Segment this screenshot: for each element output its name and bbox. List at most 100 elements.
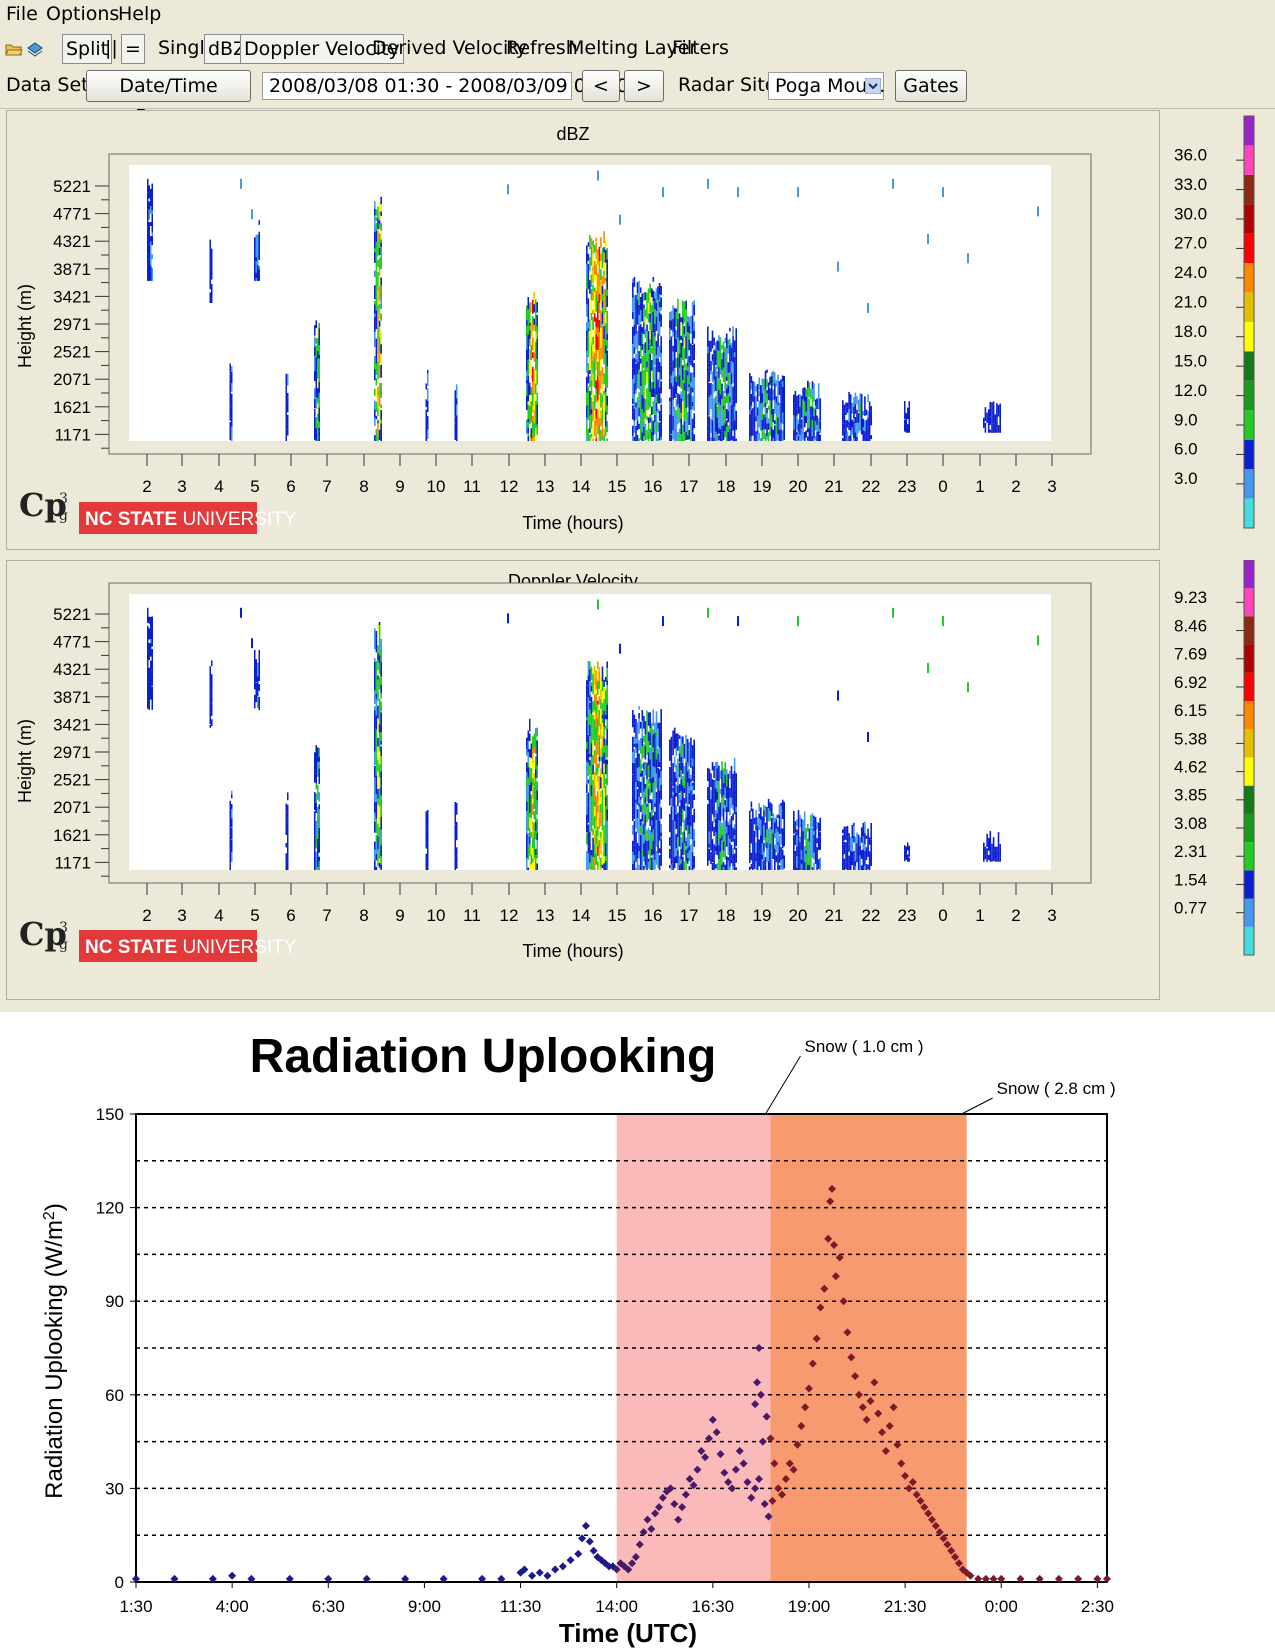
radar-return-cell [719, 379, 722, 395]
radar-site-select[interactable]: Poga Mou... [768, 72, 885, 100]
radar-return-cell [763, 390, 765, 395]
radar-return-cell [639, 345, 642, 357]
radar-return-cell [714, 864, 717, 869]
x-tick-label: 3 [177, 477, 186, 496]
filters-button[interactable]: Filters [672, 37, 729, 59]
radar-return-cell [530, 395, 532, 402]
radar-return-cell [592, 406, 594, 416]
radar-return-cell [675, 427, 678, 441]
radar-return-cell [658, 307, 661, 313]
radar-return-cell [733, 779, 736, 790]
radar-return-cell [725, 860, 728, 870]
radar-return-cell [255, 695, 257, 703]
radar-return-cell [685, 420, 687, 432]
radar-return-cell [819, 832, 821, 838]
radar-return-cell [769, 400, 771, 408]
radar-return-cell [729, 396, 731, 403]
radar-return-cell [724, 761, 726, 775]
radar-return-cell [603, 390, 605, 395]
radar-return-cell [853, 424, 855, 439]
single-button[interactable]: Single [158, 37, 217, 59]
radar-return-cell [670, 750, 673, 754]
gates-button[interactable]: Gates [895, 70, 967, 102]
radar-return-cell [716, 434, 719, 441]
radar-return-cell [589, 234, 591, 250]
radar-return-cell [845, 849, 847, 862]
radar-return-cell [587, 752, 590, 763]
data-point [497, 1574, 506, 1583]
radar-return-cell [775, 819, 778, 829]
x-tick-label: 9 [395, 906, 404, 925]
radar-return-cell [793, 415, 795, 430]
radar-return-cell [680, 863, 682, 870]
radar-return-cell [713, 337, 715, 346]
radar-return-cell [997, 413, 1000, 417]
radar-return-cell [606, 719, 608, 729]
radar-return-cell [857, 408, 860, 412]
radar-return-cell [733, 368, 736, 376]
radar-return-cell [590, 320, 593, 328]
radar-return-cell [761, 854, 764, 860]
radar-return-cell [285, 389, 287, 396]
radar-return-cell [764, 832, 767, 838]
radar-return-cell [632, 808, 634, 816]
data-point [897, 1459, 906, 1468]
parallel-view-button[interactable]: || [105, 37, 118, 59]
previous-button[interactable]: < [582, 70, 620, 102]
radar-return-cell [657, 438, 659, 441]
radar-return-cell [677, 323, 679, 338]
open-folder-icon[interactable] [5, 40, 23, 58]
save-icon[interactable] [26, 40, 44, 58]
doppler-velocity-button[interactable]: Doppler Velocity [240, 34, 404, 64]
menu-options[interactable]: Options [46, 3, 120, 25]
derived-velocity-button[interactable]: Derived Velocity [372, 37, 527, 59]
date-range-field[interactable]: 2008/03/08 01:30 - 2008/03/09 03:00 [262, 72, 629, 100]
radar-return-cell [377, 218, 379, 230]
date-time-range-button[interactable]: Date/Time Range: [86, 70, 251, 127]
radar-return-cell [380, 795, 382, 804]
menu-file[interactable]: File [6, 3, 38, 25]
radar-return-cell [595, 830, 597, 845]
split-button[interactable]: Split [62, 34, 113, 64]
radar-return-cell [649, 712, 651, 719]
radar-return-cell [649, 841, 651, 857]
radar-return-cell [586, 734, 588, 742]
radar-return-cell [719, 858, 722, 864]
next-button[interactable]: > [624, 70, 664, 102]
radar-return-cell [802, 435, 804, 440]
radar-return-cell [427, 388, 429, 401]
radar-return-cell [865, 864, 868, 870]
radar-return-cell [150, 188, 152, 201]
radar-return-cell [151, 236, 153, 246]
stacked-view-button[interactable]: = [121, 34, 145, 64]
radar-return-cell [817, 431, 820, 441]
radar-return-cell [783, 426, 785, 440]
menu-help[interactable]: Help [118, 3, 162, 25]
radar-return-cell [732, 854, 734, 867]
radar-return-cell [680, 748, 682, 757]
x-tick-label: 17 [680, 906, 699, 925]
x-tick-label: 3 [177, 906, 186, 925]
radar-return-cell [593, 755, 596, 764]
radar-return-cell [211, 289, 213, 299]
melting-layer-button[interactable]: Melting Layer [568, 37, 698, 59]
radar-return-cell [641, 814, 644, 822]
radar-return-cell [660, 836, 662, 840]
colorbar-label: 6.0 [1174, 440, 1198, 459]
radar-return-cell [151, 643, 153, 647]
radar-return-cell [606, 333, 608, 341]
radar-return-cell [643, 769, 645, 777]
radar-return-cell [375, 715, 378, 730]
radar-return-cell [688, 406, 691, 415]
radar-return-cell [231, 383, 233, 387]
x-tick-label: 4 [214, 906, 223, 925]
refresh-button[interactable]: Refresh [506, 37, 578, 59]
radar-return-cell [378, 732, 381, 742]
radar-return-cell [819, 408, 821, 421]
radar-return-cell [856, 843, 858, 858]
radar-return-cell [258, 231, 260, 246]
radar-return-cell [601, 746, 604, 752]
chevron-down-icon[interactable] [865, 78, 881, 94]
data-point [831, 1272, 840, 1281]
radar-return-cell [677, 785, 679, 796]
